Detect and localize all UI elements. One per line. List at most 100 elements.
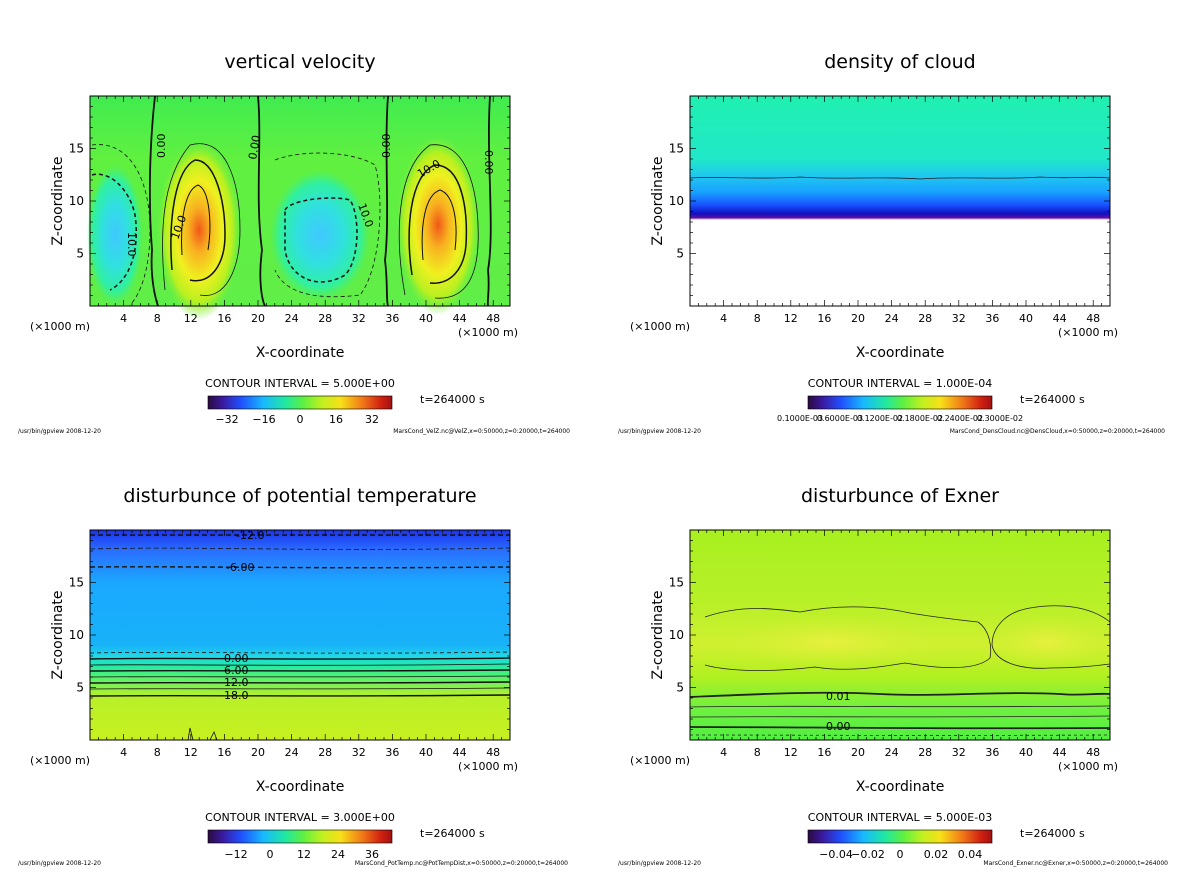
y-tick-label: 15 [69, 142, 84, 156]
footer-left: /usr/bin/gpview 2008-12-20 [18, 428, 101, 435]
time-label: t=264000 s [420, 827, 485, 840]
x-tick-label: 4 [720, 312, 727, 325]
x-tick-label: 44 [453, 312, 467, 325]
x-tick-label: 16 [817, 746, 831, 759]
x-tick-label: 20 [251, 312, 265, 325]
contour-label: 10.0 [125, 232, 138, 257]
x-unit-label: (×1000 m) [30, 320, 90, 333]
colorbar [808, 830, 992, 843]
x-unit-label-right: (×1000 m) [458, 760, 518, 773]
colorbar-tick-label: −32 [215, 413, 238, 426]
x-tick-label: 16 [817, 312, 831, 325]
x-tick-label: 24 [285, 312, 299, 325]
x-tick-label: 8 [754, 312, 761, 325]
time-label: t=264000 s [420, 393, 485, 406]
x-tick-label: 36 [985, 312, 999, 325]
contour-interval: CONTOUR INTERVAL = 3.000E+00 [205, 811, 395, 824]
contour-label: 0.00 [380, 134, 393, 159]
footer-left: /usr/bin/gpview 2008-12-20 [618, 428, 701, 435]
x-tick-label: 24 [885, 312, 899, 325]
x-axis-title: X-coordinate [856, 345, 945, 361]
y-tick-label: 5 [76, 681, 84, 695]
x-tick-label: 36 [385, 312, 399, 325]
x-tick-label: 24 [885, 746, 899, 759]
x-tick-label: 20 [851, 312, 865, 325]
panel-title: disturbunce of Exner [801, 485, 999, 507]
colorbar-tick-label: −12 [224, 848, 247, 861]
x-axis-title: X-coordinate [256, 345, 345, 361]
x-tick-label: 40 [1019, 746, 1033, 759]
x-tick-label: 4 [120, 312, 127, 325]
colorbar [208, 396, 392, 409]
y-axis-title: Z-coordinate [650, 590, 666, 679]
colorbar-tick-label: 0.3000E-02 [977, 414, 1023, 423]
contour-interval: CONTOUR INTERVAL = 5.000E-03 [808, 811, 992, 824]
x-tick-label: 40 [419, 746, 433, 759]
x-tick-label: 48 [1086, 746, 1100, 759]
x-tick-label: 20 [251, 746, 265, 759]
x-tick-label: 44 [1053, 312, 1067, 325]
time-label: t=264000 s [1020, 393, 1085, 406]
panel-title: vertical velocity [224, 51, 375, 73]
y-tick-label: 10 [69, 628, 84, 642]
x-tick-label: 40 [1019, 312, 1033, 325]
x-tick-label: 12 [784, 746, 798, 759]
pressure-blob [988, 616, 1108, 668]
colorbar-tick-label: 0.02 [924, 848, 949, 861]
x-tick-label: 48 [1086, 312, 1100, 325]
field-background [90, 530, 510, 740]
colorbar-tick-label: 24 [331, 848, 345, 861]
x-unit-label: (×1000 m) [30, 754, 90, 767]
x-unit-label-right: (×1000 m) [1058, 326, 1118, 339]
contour-interval: CONTOUR INTERVAL = 5.000E+00 [205, 377, 395, 390]
x-tick-label: 40 [419, 312, 433, 325]
colorbar-tick-label: 0 [297, 413, 304, 426]
panel-title: density of cloud [824, 51, 976, 73]
y-tick-label: 15 [69, 576, 84, 590]
x-tick-label: 28 [918, 746, 932, 759]
y-tick-label: 5 [76, 247, 84, 261]
x-tick-label: 28 [918, 312, 932, 325]
x-tick-label: 48 [486, 746, 500, 759]
contour-label: 0.00 [155, 134, 168, 159]
x-unit-label-right: (×1000 m) [1058, 760, 1118, 773]
x-tick-label: 16 [217, 312, 231, 325]
x-unit-label-right: (×1000 m) [458, 326, 518, 339]
contour-label: 0.00 [482, 150, 495, 175]
colorbar-tick-label: 12 [297, 848, 311, 861]
time-label: t=264000 s [1020, 827, 1085, 840]
y-tick-label: 10 [669, 628, 684, 642]
colorbar-tick-label: 0 [267, 848, 274, 861]
contour-label: -6.00 [226, 561, 254, 574]
footer-right: MarsCond_DensCloud.nc@DensCloud,x=0:5000… [950, 428, 1165, 435]
x-tick-label: 12 [784, 312, 798, 325]
contour-label: 0.01 [826, 690, 851, 703]
colorbar [808, 396, 992, 409]
colorbar-tick-label: 16 [329, 413, 343, 426]
x-axis-title: X-coordinate [856, 779, 945, 795]
y-axis-title: Z-coordinate [50, 590, 66, 679]
y-tick-label: 15 [669, 142, 684, 156]
plot-area: 0.00 0.00 0.00 0.00 10.0 10.0 10.0 10.0 [87, 96, 510, 320]
y-axis-title: Z-coordinate [650, 156, 666, 245]
x-tick-label: 12 [184, 746, 198, 759]
x-tick-label: 32 [952, 746, 966, 759]
x-tick-label: 32 [352, 746, 366, 759]
x-tick-label: 36 [385, 746, 399, 759]
y-tick-label: 15 [669, 576, 684, 590]
colorbar-tick-label: 32 [365, 413, 379, 426]
x-tick-label: 8 [154, 746, 161, 759]
contour-interval: CONTOUR INTERVAL = 1.000E-04 [808, 377, 992, 390]
colorbar [208, 830, 392, 843]
contour-label: 12.0 [224, 676, 249, 689]
x-tick-label: 44 [1053, 746, 1067, 759]
footer-right: MarsCond_PotTemp.nc@PotTempDist,x=0:5000… [355, 860, 568, 867]
y-tick-label: 10 [669, 194, 684, 208]
colorbar-tick-label: 0 [897, 848, 904, 861]
pressure-blob [720, 616, 940, 668]
contour-label: 18.0 [224, 689, 249, 702]
footer-right: MarsCond_VelZ.nc@VelZ,x=0:50000,z=0:2000… [393, 428, 570, 435]
panel-potential-temperature: disturbunce of potential temperature -12… [18, 485, 568, 867]
x-unit-label: (×1000 m) [630, 754, 690, 767]
